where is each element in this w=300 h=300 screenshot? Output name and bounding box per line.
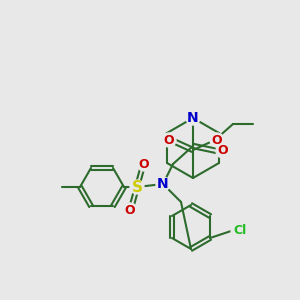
Circle shape — [130, 180, 144, 194]
Circle shape — [216, 144, 230, 158]
Text: N: N — [187, 111, 199, 125]
Text: S: S — [131, 179, 142, 194]
Text: O: O — [139, 158, 149, 170]
Circle shape — [123, 203, 137, 217]
Text: O: O — [218, 145, 228, 158]
Circle shape — [186, 111, 200, 125]
Circle shape — [162, 133, 176, 147]
Text: N: N — [157, 177, 169, 191]
Circle shape — [231, 221, 249, 239]
Text: O: O — [164, 134, 174, 146]
Circle shape — [137, 157, 151, 171]
Text: O: O — [212, 134, 222, 146]
Circle shape — [210, 133, 224, 147]
Circle shape — [156, 177, 170, 191]
Text: Cl: Cl — [233, 224, 247, 236]
Text: O: O — [125, 203, 135, 217]
